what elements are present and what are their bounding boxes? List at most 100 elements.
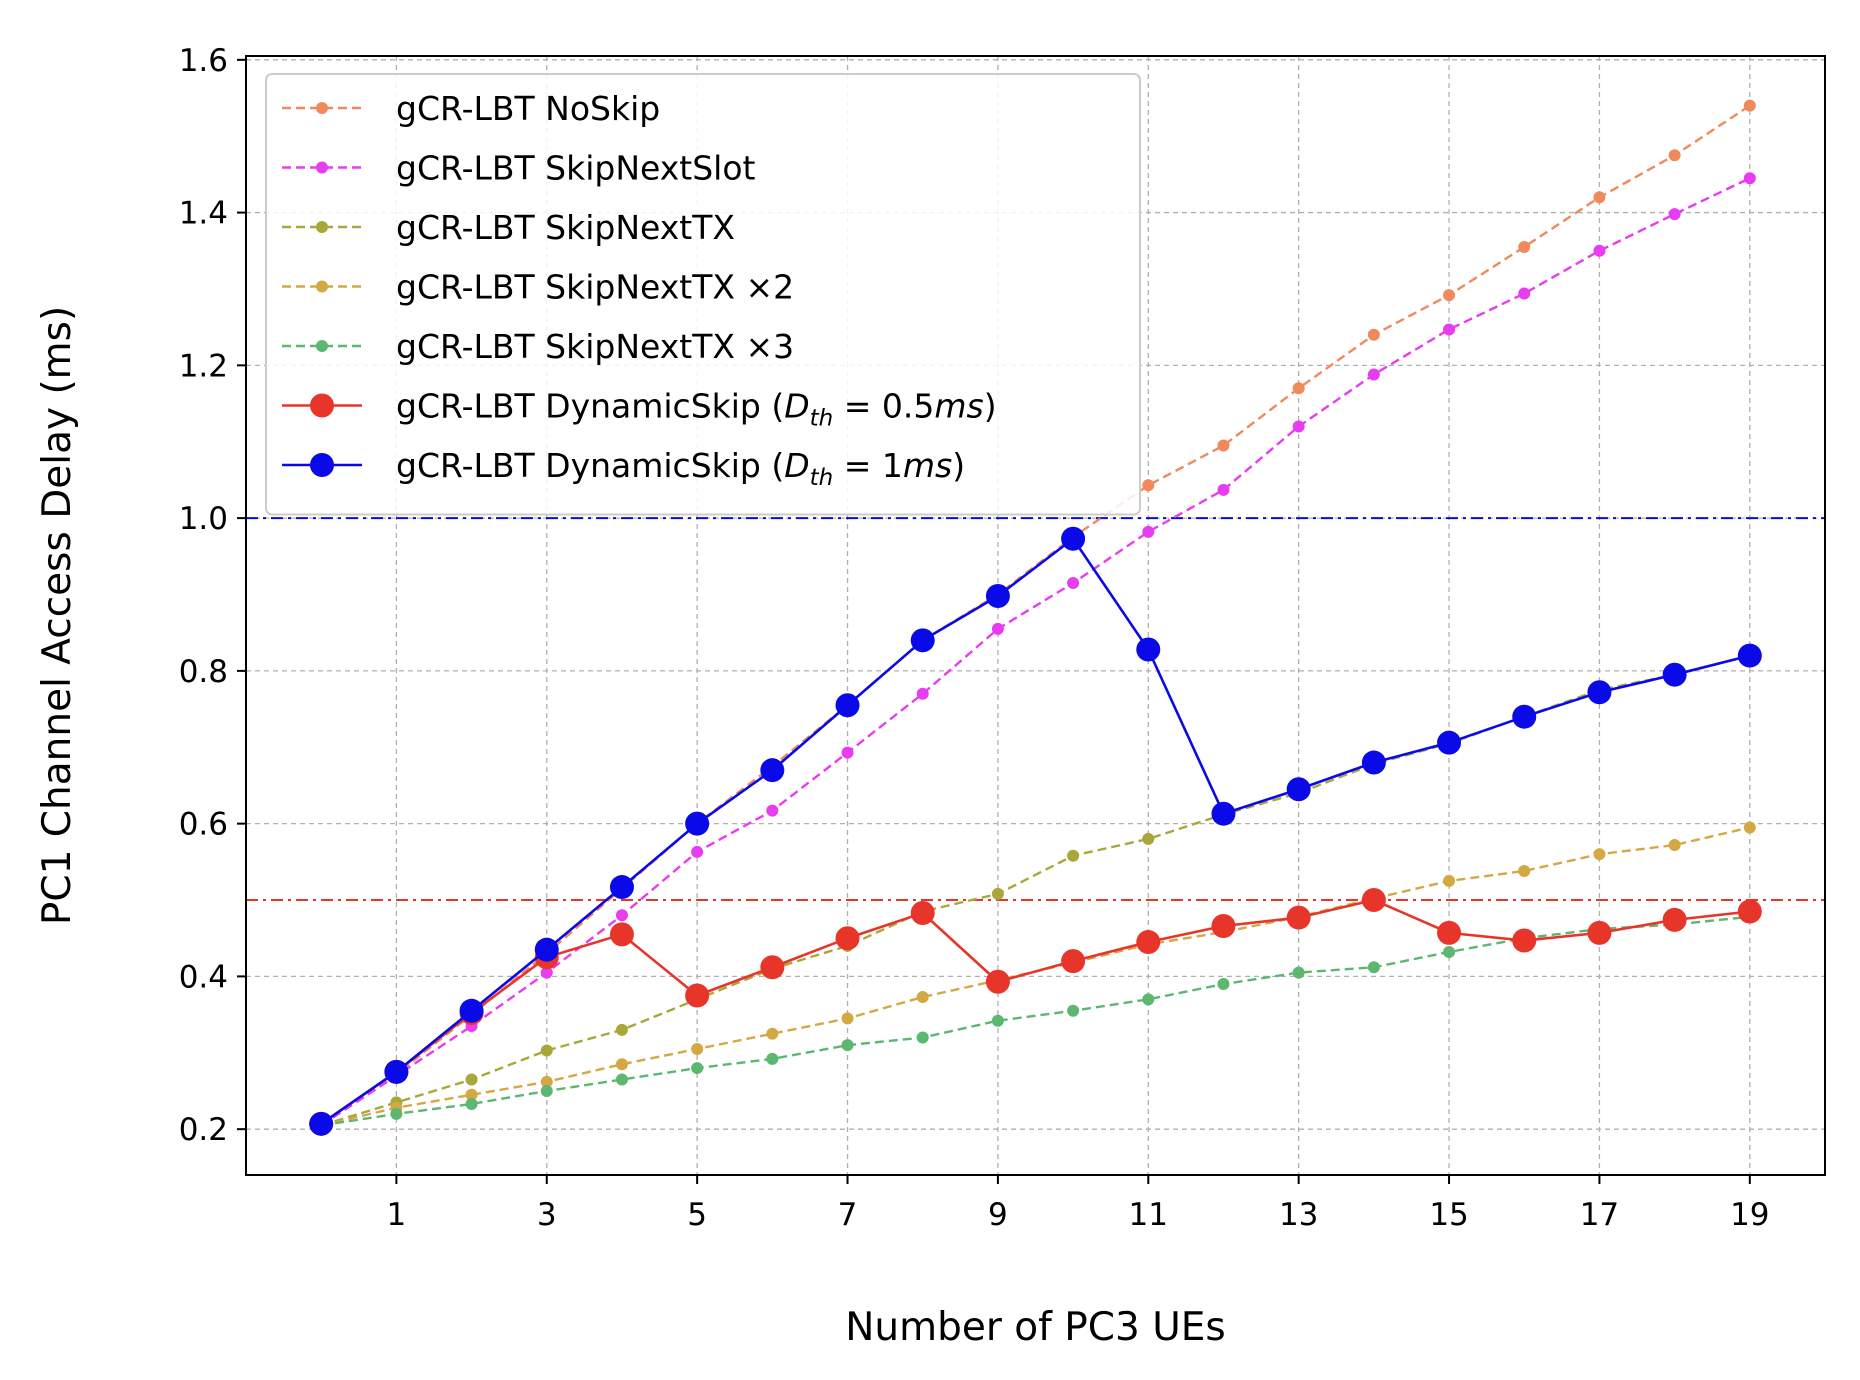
- y-tick-label: 0.6: [179, 807, 228, 843]
- y-tick-label: 0.8: [179, 654, 228, 690]
- y-tick-label: 0.2: [179, 1112, 228, 1148]
- legend-marker: [316, 161, 328, 174]
- data-point: [1286, 905, 1311, 930]
- data-point: [1743, 821, 1756, 834]
- data-point: [1443, 874, 1456, 887]
- data-point: [1593, 191, 1606, 204]
- data-point: [1662, 907, 1687, 932]
- legend-label: gCR-LBT SkipNextSlot: [396, 149, 756, 188]
- data-point: [465, 1073, 478, 1086]
- data-point: [1286, 777, 1311, 802]
- x-tick-label: 9: [988, 1197, 1008, 1233]
- data-point: [1136, 637, 1161, 662]
- data-point: [1437, 730, 1462, 755]
- data-point: [685, 811, 710, 836]
- data-point: [534, 937, 559, 962]
- data-point: [1737, 643, 1762, 668]
- data-point: [1743, 172, 1756, 185]
- x-tick-label: 5: [687, 1197, 707, 1233]
- data-point: [1217, 483, 1230, 496]
- legend-marker: [316, 221, 328, 233]
- data-point: [1437, 920, 1462, 945]
- data-point: [1512, 928, 1537, 953]
- data-point: [609, 875, 634, 900]
- data-point: [1067, 1004, 1080, 1017]
- data-point: [1217, 978, 1230, 991]
- data-point: [1662, 662, 1687, 687]
- legend-label: gCR-LBT SkipNextTX ×2: [396, 268, 794, 307]
- data-point: [766, 804, 779, 817]
- data-point: [760, 955, 785, 980]
- data-point: [1061, 949, 1086, 974]
- data-point: [1593, 848, 1606, 861]
- data-point: [1668, 839, 1681, 852]
- legend-label: gCR-LBT SkipNextTX: [396, 208, 735, 247]
- data-point: [465, 1088, 478, 1101]
- data-point: [609, 922, 634, 947]
- data-point: [835, 693, 860, 718]
- series-line: [320, 177, 1751, 1127]
- data-point: [1067, 577, 1080, 590]
- data-point: [1211, 913, 1236, 938]
- data-point: [1142, 479, 1155, 492]
- data-point: [1587, 680, 1612, 705]
- series-line: [320, 104, 1751, 1127]
- data-point: [991, 1014, 1004, 1027]
- data-point: [916, 1031, 929, 1044]
- x-tick-label: 7: [838, 1197, 858, 1233]
- data-point: [991, 622, 1004, 635]
- data-point: [916, 991, 929, 1004]
- data-point: [465, 1097, 478, 1110]
- data-point: [1361, 750, 1386, 775]
- legend-label: gCR-LBT NoSkip: [396, 89, 660, 128]
- y-tick-label: 1.6: [179, 43, 228, 79]
- data-point: [910, 628, 935, 653]
- data-point: [1668, 149, 1681, 162]
- data-point: [835, 926, 860, 951]
- legend-marker: [316, 340, 328, 352]
- legend: gCR-LBT NoSkip gCR-LBT SkipNextSlot gCR-LB…: [265, 73, 1141, 516]
- data-point: [691, 1042, 704, 1055]
- data-point: [841, 1039, 854, 1052]
- legend-label: gCR-LBT DynamicSkip (Dth = 1ms): [396, 446, 965, 491]
- data-point: [1443, 945, 1456, 958]
- data-point: [1142, 993, 1155, 1006]
- x-tick-label: 17: [1580, 1197, 1619, 1233]
- data-point: [615, 909, 628, 922]
- x-tick-label: 15: [1429, 1197, 1468, 1233]
- data-point: [1142, 832, 1155, 845]
- data-point: [1142, 525, 1155, 538]
- legend-marker: [310, 393, 334, 418]
- data-point: [841, 1012, 854, 1025]
- x-tick-label: 19: [1730, 1197, 1769, 1233]
- data-point: [1061, 526, 1086, 551]
- y-tick-label: 1.2: [179, 348, 228, 384]
- data-point: [1367, 368, 1380, 381]
- data-point: [1211, 801, 1236, 826]
- data-point: [985, 969, 1010, 994]
- data-point: [691, 1062, 704, 1075]
- data-point: [615, 1023, 628, 1036]
- data-point: [766, 1052, 779, 1065]
- data-point: [615, 1058, 628, 1071]
- legend-label: gCR-LBT DynamicSkip (Dth = 0.5ms): [396, 387, 997, 432]
- x-tick-label: 3: [537, 1197, 557, 1233]
- data-point: [841, 746, 854, 759]
- data-point: [540, 966, 553, 979]
- plot-frame: [245, 55, 1826, 1176]
- data-point: [1512, 704, 1537, 729]
- data-point: [1067, 849, 1080, 862]
- data-point: [691, 845, 704, 858]
- data-point: [390, 1107, 403, 1120]
- legend-marker: [316, 280, 328, 293]
- data-point: [760, 758, 785, 783]
- data-point: [1292, 966, 1305, 979]
- data-point: [1518, 240, 1531, 253]
- legend-marker: [310, 453, 334, 477]
- data-point: [1443, 323, 1456, 336]
- y-tick-label: 1.0: [179, 501, 228, 537]
- data-point: [459, 998, 484, 1023]
- data-point: [1518, 864, 1531, 877]
- data-point: [1136, 930, 1161, 955]
